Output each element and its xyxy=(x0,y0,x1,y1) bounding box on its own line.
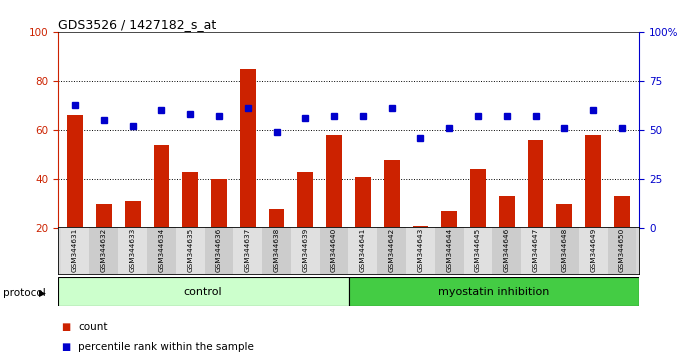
Text: ■: ■ xyxy=(61,342,71,352)
Text: GSM344632: GSM344632 xyxy=(101,228,107,272)
Text: GSM344644: GSM344644 xyxy=(446,228,452,272)
Text: percentile rank within the sample: percentile rank within the sample xyxy=(78,342,254,352)
Text: GSM344631: GSM344631 xyxy=(72,228,78,272)
Bar xyxy=(67,115,83,228)
Bar xyxy=(556,204,573,228)
Bar xyxy=(492,227,521,274)
Text: GSM344640: GSM344640 xyxy=(331,228,337,272)
Bar xyxy=(614,196,630,228)
Bar xyxy=(607,227,636,274)
Bar xyxy=(413,226,428,228)
Text: GSM344637: GSM344637 xyxy=(245,228,251,272)
Bar xyxy=(320,227,348,274)
Text: GSM344647: GSM344647 xyxy=(532,228,539,272)
Bar xyxy=(176,227,205,274)
Bar xyxy=(58,277,348,306)
Text: ▶: ▶ xyxy=(39,289,46,298)
Bar xyxy=(240,69,256,228)
Bar xyxy=(521,227,550,274)
Bar xyxy=(464,227,492,274)
Bar xyxy=(348,227,377,274)
Text: GSM344639: GSM344639 xyxy=(303,228,308,272)
Bar xyxy=(233,227,262,274)
Text: GDS3526 / 1427182_s_at: GDS3526 / 1427182_s_at xyxy=(58,18,216,31)
Text: myostatin inhibition: myostatin inhibition xyxy=(438,287,549,297)
Bar xyxy=(269,209,284,228)
Text: GSM344633: GSM344633 xyxy=(130,228,135,272)
Text: GSM344646: GSM344646 xyxy=(504,228,510,272)
Bar xyxy=(348,277,639,306)
Bar xyxy=(435,227,464,274)
Bar xyxy=(384,160,400,228)
Text: protocol: protocol xyxy=(3,288,46,298)
Text: GSM344645: GSM344645 xyxy=(475,228,481,272)
Bar xyxy=(90,227,118,274)
Text: GSM344649: GSM344649 xyxy=(590,228,596,272)
Bar xyxy=(441,211,457,228)
Bar xyxy=(377,227,406,274)
Text: GSM344635: GSM344635 xyxy=(187,228,193,272)
Bar xyxy=(205,227,233,274)
Text: GSM344636: GSM344636 xyxy=(216,228,222,272)
Bar xyxy=(406,227,435,274)
Text: GSM344634: GSM344634 xyxy=(158,228,165,272)
Bar xyxy=(96,204,112,228)
Text: control: control xyxy=(184,287,222,297)
Text: GSM344650: GSM344650 xyxy=(619,228,625,272)
Bar xyxy=(355,177,371,228)
Text: GSM344648: GSM344648 xyxy=(562,228,567,272)
Bar xyxy=(470,170,486,228)
Bar xyxy=(326,135,342,228)
Bar xyxy=(262,227,291,274)
Text: ■: ■ xyxy=(61,322,71,332)
Text: GSM344638: GSM344638 xyxy=(273,228,279,272)
Text: GSM344643: GSM344643 xyxy=(418,228,424,272)
Bar xyxy=(147,227,176,274)
Bar xyxy=(211,179,227,228)
Bar xyxy=(124,201,141,228)
Bar xyxy=(118,227,147,274)
Bar xyxy=(499,196,515,228)
Bar xyxy=(154,145,169,228)
Bar xyxy=(579,227,607,274)
Text: GSM344642: GSM344642 xyxy=(389,228,394,272)
Bar xyxy=(182,172,198,228)
Bar xyxy=(528,140,543,228)
Text: count: count xyxy=(78,322,107,332)
Bar xyxy=(291,227,320,274)
Bar xyxy=(585,135,601,228)
Bar xyxy=(61,227,90,274)
Bar xyxy=(550,227,579,274)
Text: GSM344641: GSM344641 xyxy=(360,228,366,272)
Bar xyxy=(297,172,313,228)
